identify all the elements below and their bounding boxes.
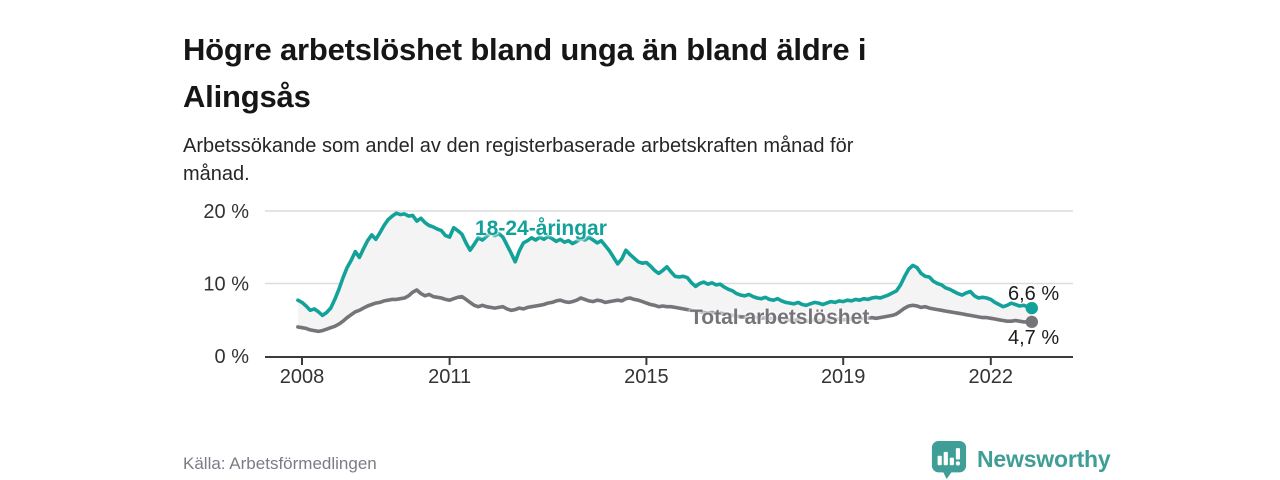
brand-name: Newsworthy bbox=[977, 446, 1111, 472]
page-title: Högre arbetslöshet bland unga än bland ä… bbox=[183, 31, 867, 114]
y-tick-label: 10 % bbox=[203, 274, 249, 296]
source-attribution: Källa: Arbetsförmedlingen bbox=[183, 454, 377, 473]
end-value-label-young: 6,6 % bbox=[1008, 283, 1060, 305]
series-line-total bbox=[296, 288, 1034, 334]
newsworthy-bubble-chart-icon bbox=[931, 440, 967, 479]
newsworthy-logo: Newsworthy bbox=[930, 440, 1111, 479]
series-label-young: 18-24-åringar bbox=[475, 217, 607, 240]
x-tick-label: 2008 bbox=[280, 366, 325, 388]
chart-subtitle: Arbetssökande som andel av den registerb… bbox=[183, 135, 854, 185]
series-end-dot-young bbox=[1025, 301, 1039, 315]
x-tick-label: 2019 bbox=[821, 366, 866, 388]
x-tick-label: 2022 bbox=[969, 366, 1014, 388]
series-end-dot-total bbox=[1025, 315, 1039, 329]
series-label-total: Total arbetslöshet bbox=[690, 306, 870, 329]
x-tick-label: 2015 bbox=[624, 366, 669, 388]
end-value-label-total: 4,7 % bbox=[1008, 327, 1060, 349]
y-tick-label: 0 % bbox=[215, 346, 250, 368]
x-tick-label: 2011 bbox=[428, 366, 471, 388]
y-tick-label: 20 % bbox=[203, 201, 249, 223]
series-line-young bbox=[296, 211, 1034, 318]
